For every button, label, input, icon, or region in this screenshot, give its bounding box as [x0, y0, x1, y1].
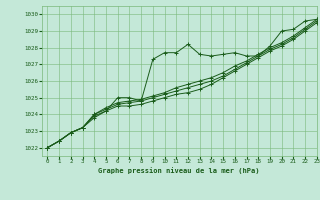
X-axis label: Graphe pression niveau de la mer (hPa): Graphe pression niveau de la mer (hPa) — [99, 167, 260, 174]
